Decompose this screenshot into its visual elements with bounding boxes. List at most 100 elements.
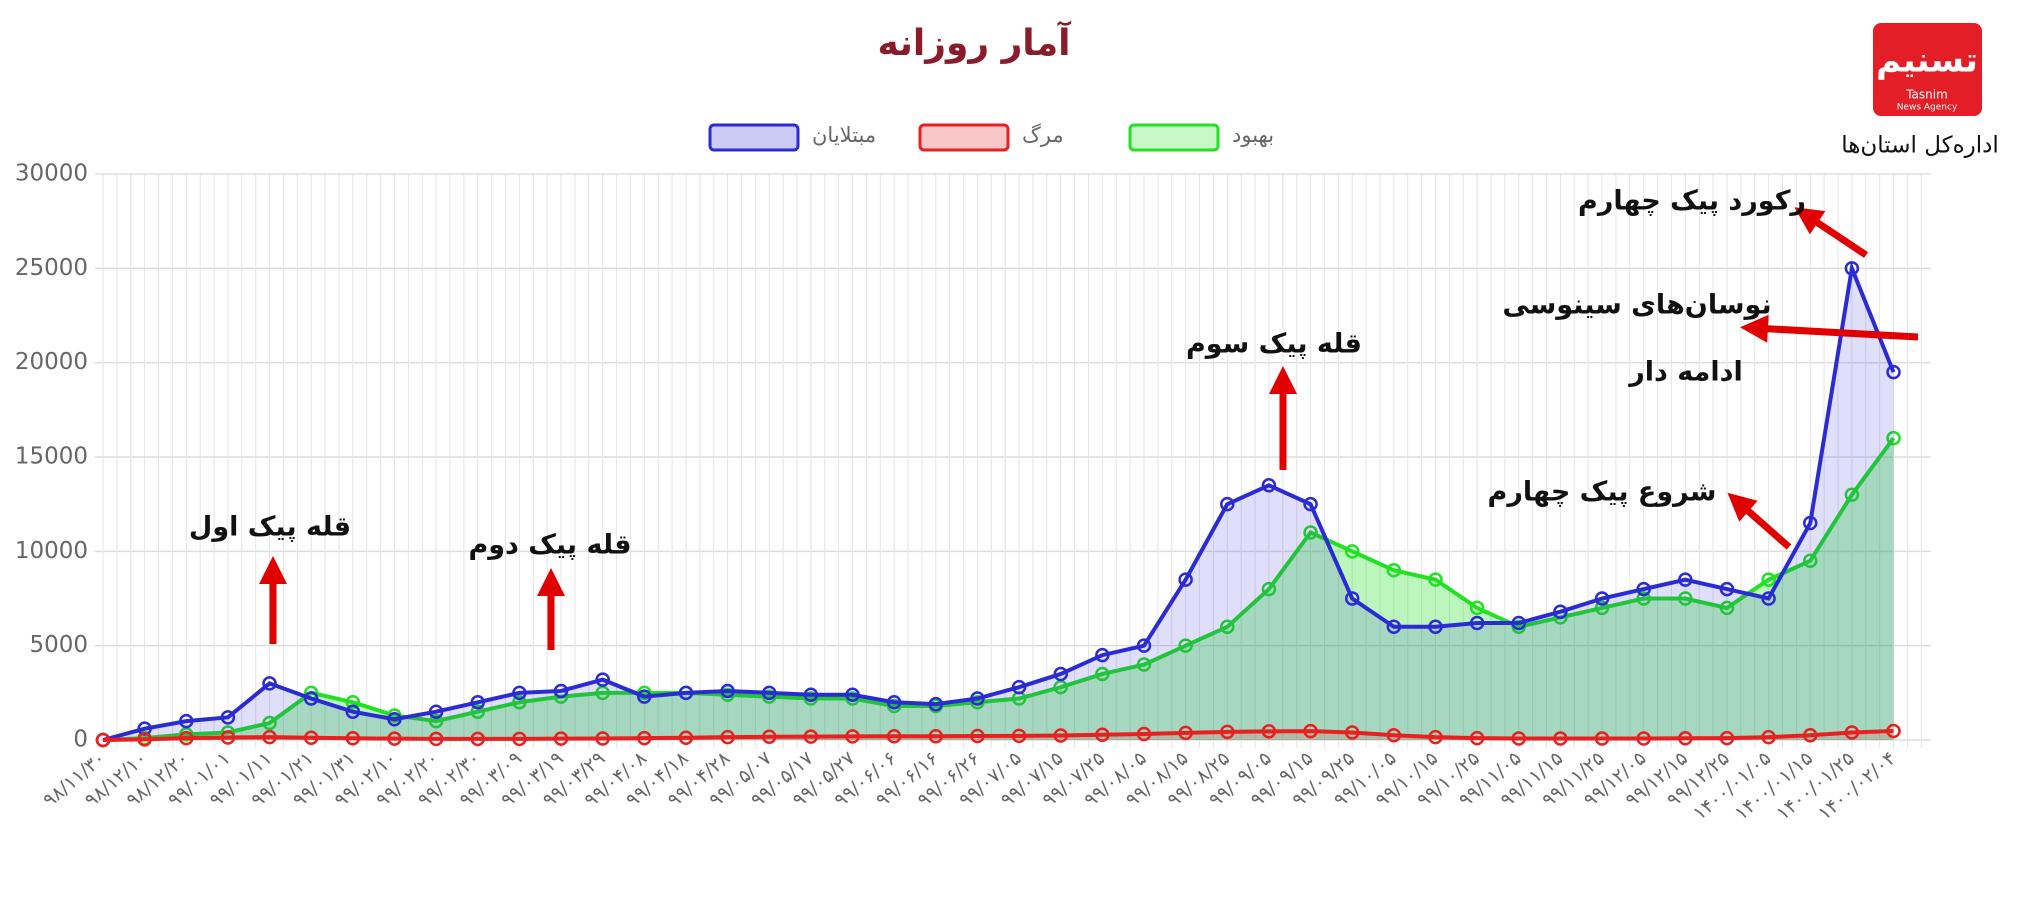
logo: تسنیم Tasnim News Agency اداره‌کل استان‌… [1841,23,1999,159]
point [179,713,194,729]
annotation: قله پیک اول [189,512,351,543]
legend-swatch [708,123,800,152]
point [1344,591,1360,606]
point [1261,581,1277,597]
logo-brand: تسنیم [1876,41,1978,81]
point [1761,729,1776,745]
point [761,729,777,745]
point [720,729,735,745]
point [1053,728,1068,743]
y-tick-label: 10000 [15,538,88,564]
point [262,676,277,691]
point [1886,430,1901,446]
y-tick-label: 0 [73,727,88,753]
point [1678,572,1693,587]
point [1553,604,1568,619]
point [845,729,860,744]
arrow [1727,492,1792,550]
point [1802,515,1818,531]
point [553,731,569,746]
point [262,715,277,731]
point [1344,725,1360,740]
series-area [103,268,1894,740]
point [1469,615,1485,631]
point [428,704,444,719]
point [428,731,444,747]
point [470,695,486,710]
point [470,731,486,747]
point [1719,581,1735,597]
point [1719,600,1735,616]
point [220,730,236,745]
point [637,689,652,704]
point [1719,730,1735,746]
point [345,704,361,719]
point [1261,724,1277,739]
point [1095,727,1110,742]
point [1594,600,1610,616]
point [761,685,777,701]
point [1886,364,1901,380]
point [1886,723,1901,739]
point [1636,591,1651,606]
y-tick-label: 20000 [15,349,88,375]
annotation: قله پیک سوم [1186,329,1362,360]
annotations [259,207,1919,650]
point [803,729,819,744]
point [512,695,527,710]
legend-label: بهبود [1232,123,1274,147]
point [512,685,527,701]
annotation: نوسان‌های سینوسی [1502,290,1771,321]
point [1386,562,1402,578]
point [1178,725,1193,741]
point [553,683,569,699]
point [928,728,944,744]
logo-box [1873,23,1982,116]
y-tick-label: 25000 [15,255,88,281]
point [678,730,694,745]
point [303,730,319,745]
y-tick-label: 30000 [15,161,88,187]
point [1136,638,1152,653]
point [512,731,527,747]
legend-label: مرگ [1022,123,1064,147]
point [470,704,486,719]
y-tick-label: 5000 [29,632,88,658]
point [1511,615,1527,631]
logo-brand-en: Tasnim [1905,88,1948,102]
annotation: ادامه دار [1627,357,1743,388]
point [1678,591,1693,606]
department: اداره‌کل استان‌ها [1841,133,1999,159]
point [1220,496,1235,512]
point [1261,478,1277,493]
point [1594,591,1610,606]
annotation: شروع پیک چهارم [1488,477,1717,508]
point [1594,731,1610,746]
annotation: قله پیک دوم [468,530,631,561]
point [886,695,902,710]
plot-area: 050001000015000200002500030000۹۸/۱۱/۳۰۹۸… [15,161,1931,825]
point [220,710,236,725]
point [595,672,610,687]
point [1011,679,1027,695]
point [1136,657,1152,672]
series-area [103,438,1894,740]
legend-label: مبتلایان [812,123,876,147]
point [637,730,652,746]
point [1386,728,1402,743]
legend-swatch [918,123,1010,152]
point [1802,553,1818,569]
point [1136,726,1152,742]
point [345,695,361,710]
point [262,729,277,745]
point [970,728,985,744]
point [1678,731,1693,746]
point [345,731,361,746]
point [1802,728,1818,743]
point [1553,731,1568,746]
point [1344,544,1360,559]
point [886,728,902,744]
point [1428,729,1443,745]
y-tick-label: 15000 [15,444,88,470]
point [1178,572,1193,587]
